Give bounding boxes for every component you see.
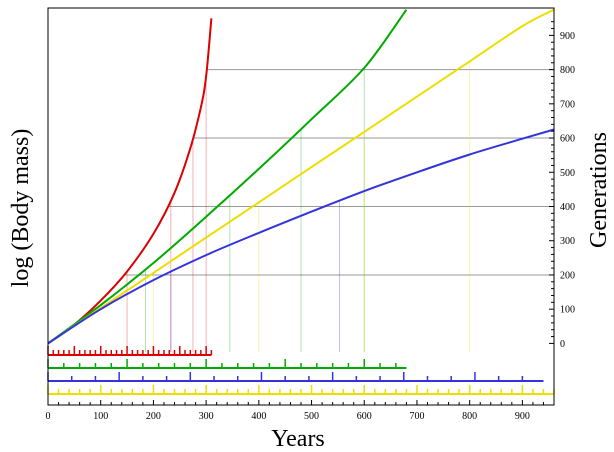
right-tick-label: 400 (560, 202, 575, 213)
x-tick-label: 600 (357, 411, 372, 422)
right-tick-label: 0 (560, 339, 565, 350)
right-axis-ticks: 0 100 200 300 400 500 600 700 800 900 (549, 21, 575, 350)
series-line (47, 128, 555, 345)
generation-tick-strips (47, 346, 555, 395)
x-tick-label: 900 (515, 411, 530, 422)
series-lines (47, 8, 555, 345)
x-tick-label: 400 (251, 411, 266, 422)
right-tick-label: 300 (560, 236, 575, 247)
x-axis-ticks: 0 100 200 300 400 500 600 700 800 900 (46, 400, 544, 422)
x-axis-title: Years (271, 426, 325, 452)
x-tick-label: 0 (46, 411, 51, 422)
x-tick-label: 700 (409, 411, 424, 422)
right-tick-label: 200 (560, 270, 575, 281)
x-tick-label: 200 (146, 411, 161, 422)
series-line (47, 8, 555, 345)
generation-gridlines (123, 69, 554, 276)
left-axis-title: log (Body mass) (8, 129, 34, 288)
x-tick-label: 100 (93, 411, 108, 422)
series-line (47, 9, 408, 345)
series-line (47, 18, 213, 345)
right-tick-label: 700 (560, 99, 575, 110)
generation-marker-lines (126, 61, 471, 352)
right-tick-label: 800 (560, 65, 575, 76)
right-axis-title: Generations (586, 132, 612, 248)
right-tick-label: 600 (560, 134, 575, 145)
right-tick-label: 100 (560, 305, 575, 316)
right-tick-label: 500 (560, 168, 575, 179)
right-tick-label: 900 (560, 31, 575, 42)
x-tick-label: 800 (462, 411, 477, 422)
x-tick-label: 500 (304, 411, 319, 422)
x-tick-label: 300 (199, 411, 214, 422)
